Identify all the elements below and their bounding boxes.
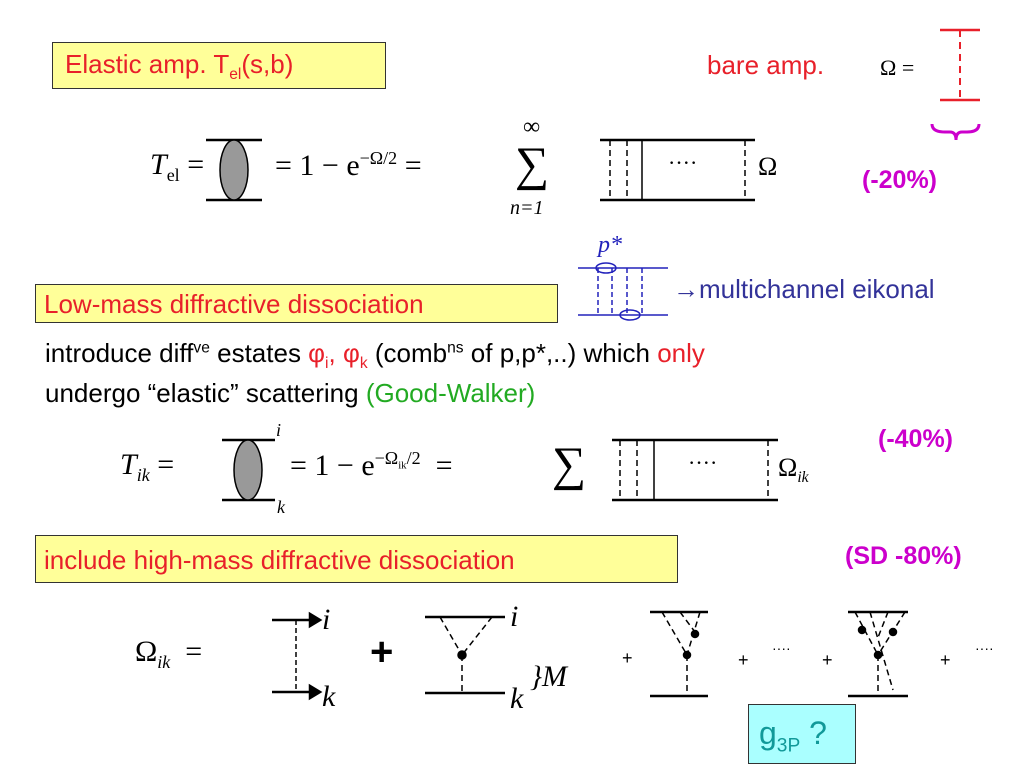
eq1-omega: Ω — [758, 152, 778, 181]
eq2-mid: = 1 − e−Ωik/2 = — [290, 448, 453, 482]
pstar-diagram — [578, 262, 668, 321]
eq3-dots-1: ···· — [772, 640, 791, 656]
eq3-plus-1: + — [622, 648, 633, 668]
loop-diagram-2 — [848, 610, 908, 698]
ladder-diagram-1 — [600, 138, 755, 202]
g3p-label: g3P ? — [759, 715, 827, 757]
body-line-2: undergo “elastic” scattering (Good-Walke… — [45, 378, 536, 408]
eq1-lhs: Tel = — [150, 148, 205, 185]
eq1-sum-bottom: n=1 — [510, 197, 544, 219]
eq3-plus-3: + — [822, 650, 833, 670]
body-line-1: introduce diffve estates φi, φk (combns … — [45, 338, 705, 373]
pstar-label: p* — [598, 232, 622, 258]
blob-diagram-2 — [222, 438, 275, 502]
triple-pomeron-diagram — [425, 615, 505, 695]
blob-diagram-1 — [206, 138, 262, 202]
sd-percent: (SD -80%) — [845, 542, 962, 570]
eq2-dots: ···· — [688, 450, 718, 475]
pomeron-exchange-diagram — [272, 611, 323, 701]
bare-omega: Ω = — [880, 55, 915, 80]
eq3-plus-4: + — [940, 650, 951, 670]
elastic-amp-label: Elastic amp. Tel(s,b) — [65, 49, 294, 84]
low-mass-label: Low-mass diffractive dissociation — [44, 289, 424, 319]
eq2-i: i — [276, 420, 282, 440]
bare-amp-diagram — [940, 28, 980, 102]
eq2-k: k — [277, 497, 285, 517]
eq3-k2: k — [510, 682, 524, 715]
eq3-i2: i — [510, 600, 519, 633]
g3p-box: g3P ? — [748, 704, 856, 764]
eq2-omega: Ωik — [778, 453, 809, 487]
eq1-sum: ∑ — [515, 138, 550, 191]
multichannel-percent: (-40%) — [878, 425, 954, 453]
eq3-plus-big: + — [370, 630, 394, 674]
eq1-mid: = 1 − e−Ω/2 = — [275, 148, 422, 182]
eq3-brace-m: }M — [530, 660, 567, 693]
elastic-percent: (-20%) — [862, 166, 938, 194]
ladder-diagram-2 — [612, 438, 778, 502]
elastic-amp-box: Elastic amp. Tel(s,b) — [52, 42, 386, 89]
high-mass-label: include high-mass diffractive dissociati… — [44, 545, 515, 575]
low-mass-box: Low-mass diffractive dissociation — [35, 284, 558, 323]
eq3-i: i — [322, 603, 331, 636]
eq3-lhs: Ωik = — [135, 635, 203, 672]
eq3-k: k — [322, 680, 336, 713]
eq2-sum: ∑ — [552, 438, 587, 491]
eq1-dots: ···· — [668, 150, 698, 175]
loop-diagram-1 — [650, 610, 708, 698]
bare-amp-label: bare amp. — [707, 50, 825, 80]
eq3-dots-2: ···· — [975, 640, 994, 656]
high-mass-box: include high-mass diffractive dissociati… — [35, 535, 678, 583]
eq1-sum-top: ∞ — [523, 114, 541, 140]
multichannel-label: →multichannel eikonal — [673, 274, 935, 304]
eq2-lhs: Tik = — [120, 448, 175, 485]
brace-icon — [930, 123, 981, 141]
eq3-plus-2: + — [738, 650, 749, 670]
